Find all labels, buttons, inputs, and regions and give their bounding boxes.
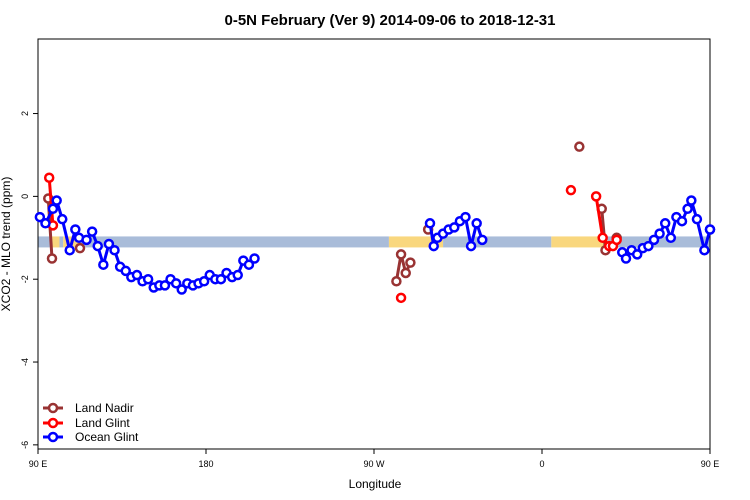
data-point-ocean-glint (47, 203, 59, 215)
data-point-land-nadir (574, 141, 585, 152)
data-point-ocean-glint (648, 234, 660, 246)
data-point-ocean-glint (51, 195, 62, 206)
data-point-ocean-glint (198, 276, 210, 287)
data-point-land-nadir (400, 267, 411, 279)
data-point-land-nadir (391, 276, 402, 287)
data-point-ocean-glint (170, 278, 182, 289)
data-point-ocean-glint (428, 240, 439, 252)
reference-band-segment (551, 236, 608, 248)
series-ocean-glint (34, 195, 716, 295)
data-point-ocean-glint (92, 240, 103, 252)
data-point-ocean-glint (57, 213, 68, 225)
reference-band-segment (38, 236, 52, 248)
data-point-land-glint (590, 191, 602, 202)
series-layer (34, 141, 716, 304)
data-point-ocean-glint (676, 215, 688, 227)
legend-marker-land-glint (47, 417, 59, 429)
series-line-land-glint (47, 177, 55, 226)
x-tick-label: 180 (198, 459, 213, 469)
legend-label-land-glint: Land Glint (75, 416, 130, 430)
data-point-ocean-glint (424, 218, 436, 229)
data-point-ocean-glint (40, 218, 51, 229)
legend: Land Nadir Land Glint Ocean Glint (43, 401, 139, 444)
data-point-ocean-glint (81, 234, 92, 246)
data-point-land-glint (565, 184, 577, 196)
data-point-ocean-glint (471, 218, 482, 229)
data-point-ocean-glint (131, 269, 143, 281)
reference-band-segment (443, 236, 552, 248)
data-point-ocean-glint (699, 244, 710, 256)
data-point-ocean-glint (109, 244, 120, 256)
y-axis-label: XCO2 - MLO trend (ppm) (0, 177, 13, 312)
data-point-ocean-glint (249, 253, 260, 264)
x-tick-label: 90 E (29, 459, 48, 469)
data-point-ocean-glint (654, 228, 665, 239)
data-point-ocean-glint (243, 259, 255, 270)
legend-item-ocean-glint: Ocean Glint (43, 430, 139, 444)
y-tick-label: -6 (20, 441, 30, 449)
reference-band-segment (388, 236, 444, 248)
data-point-land-nadir (74, 242, 86, 254)
y-tick-label: -2 (20, 275, 30, 283)
data-point-ocean-glint (449, 222, 460, 233)
data-point-ocean-glint (477, 234, 488, 246)
y-axis: 2 0 -2 -4 -6 (20, 111, 38, 449)
data-point-ocean-glint (103, 238, 115, 250)
legend-marker-ocean-glint (47, 431, 59, 443)
data-point-ocean-glint (465, 240, 477, 252)
data-point-ocean-glint (86, 226, 98, 237)
data-point-ocean-glint (659, 218, 671, 229)
series-land-nadir (43, 141, 622, 287)
data-point-ocean-glint (215, 273, 227, 285)
y-tick-label: 2 (20, 111, 30, 116)
data-point-ocean-glint (159, 280, 171, 291)
reference-band-segment (59, 236, 64, 248)
data-point-ocean-glint (176, 284, 187, 295)
data-point-ocean-glint (460, 211, 471, 223)
x-axis-label: Longitude (349, 477, 402, 491)
x-tick-label: 90 W (363, 459, 385, 469)
data-point-land-glint (395, 292, 407, 304)
data-point-ocean-glint (120, 265, 131, 277)
data-point-ocean-glint (70, 224, 81, 235)
data-point-land-nadir (395, 249, 407, 260)
x-tick-label: 90 E (701, 459, 720, 469)
legend-marker-land-nadir (47, 402, 59, 414)
data-point-ocean-glint (665, 232, 677, 244)
data-point-land-nadir (46, 253, 58, 264)
reference-band-segment (80, 236, 389, 248)
data-point-ocean-glint (704, 224, 716, 235)
data-point-ocean-glint (643, 240, 654, 252)
x-axis: 90 E 180 90 W 0 90 E (29, 449, 720, 469)
data-point-land-glint (611, 234, 622, 246)
legend-item-land-glint: Land Glint (43, 416, 130, 430)
y-tick-label: -4 (20, 358, 30, 366)
chart-title: 0-5N February (Ver 9) 2014-09-06 to 2018… (224, 12, 555, 29)
reference-band-segment (52, 236, 60, 248)
data-point-ocean-glint (686, 195, 697, 206)
series-land-glint (43, 172, 622, 304)
data-point-ocean-glint (34, 211, 46, 223)
x-tick-label: 0 (539, 459, 544, 469)
data-point-ocean-glint (631, 249, 643, 260)
series-line-land-nadir (394, 253, 412, 282)
y-tick-label: 0 (20, 194, 30, 199)
data-point-ocean-glint (142, 273, 154, 285)
legend-item-land-nadir: Land Nadir (43, 401, 134, 415)
data-point-ocean-glint (691, 213, 703, 225)
data-point-land-glint (597, 232, 608, 244)
data-point-ocean-glint (64, 244, 75, 256)
data-point-ocean-glint (620, 253, 632, 264)
data-point-land-glint (43, 172, 55, 183)
legend-label-ocean-glint: Ocean Glint (75, 430, 139, 444)
legend-label-land-nadir: Land Nadir (75, 401, 134, 415)
data-point-land-nadir (405, 257, 416, 268)
data-point-ocean-glint (98, 259, 109, 270)
data-point-ocean-glint (682, 203, 693, 215)
data-point-ocean-glint (232, 269, 243, 281)
